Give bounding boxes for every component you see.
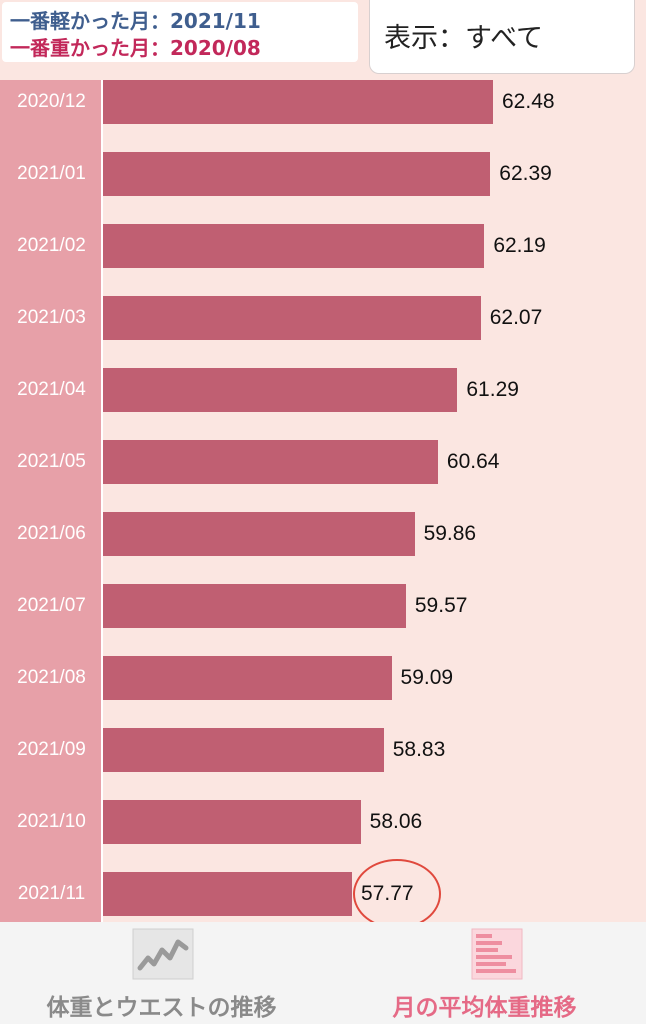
header: 一番軽かった月：2021/11 一番重かった月：2020/08 表示：すべて (0, 0, 646, 80)
chart-row: 2021/11 57.77 (0, 872, 646, 916)
tab-monthly-average[interactable]: 月の平均体重推移 (323, 922, 646, 1024)
weight-bar (103, 512, 415, 556)
summary-box: 一番軽かった月：2021/11 一番重かった月：2020/08 (2, 2, 358, 62)
month-label: 2021/04 (17, 379, 86, 400)
chart-row: 2021/04 61.29 (0, 368, 646, 412)
month-label: 2021/10 (17, 811, 86, 832)
bar-chart-icon (471, 928, 523, 980)
bar-value-label: 62.07 (489, 306, 543, 329)
month-label: 2021/03 (17, 307, 86, 328)
weight-bar (103, 224, 485, 268)
chart-row: 2021/02 62.19 (0, 224, 646, 268)
month-label: 2021/09 (17, 739, 86, 760)
bar-value-label: 59.86 (423, 522, 477, 545)
bar-value-label: 59.09 (400, 666, 454, 689)
chart-row: 2021/10 58.06 (0, 800, 646, 844)
tab-bar: 体重とウエストの推移 月の平均体重推移 (0, 922, 646, 1024)
bar-value-label: 60.64 (446, 450, 500, 473)
tab-weight-waist-trend[interactable]: 体重とウエストの推移 (0, 922, 323, 1024)
heaviest-month-text: 一番重かった月：2020/08 (10, 36, 261, 60)
weight-bar (103, 800, 361, 844)
month-label: 2021/11 (17, 883, 86, 904)
month-label: 2021/02 (17, 235, 86, 256)
lightest-month-text: 一番軽かった月：2021/11 (10, 9, 261, 33)
chart-row: 2021/05 60.64 (0, 440, 646, 484)
axis-line (101, 80, 103, 922)
weight-bar (103, 296, 481, 340)
weight-bar (103, 440, 438, 484)
highlight-circle (353, 859, 441, 929)
weight-bar (103, 368, 458, 412)
month-label: 2020/12 (17, 91, 86, 112)
bar-value-label: 58.06 (369, 810, 423, 833)
weight-bar (103, 152, 491, 196)
chart-row: 2021/07 59.57 (0, 584, 646, 628)
tab-label-monthly-average: 月の平均体重推移 (392, 995, 577, 1021)
chart-row: 2020/12 62.48 (0, 80, 646, 124)
weight-bar (103, 584, 406, 628)
weight-bar (103, 872, 352, 916)
line-chart-icon (132, 928, 194, 980)
bar-value-label: 62.39 (499, 162, 552, 185)
weight-bar (103, 728, 384, 772)
chart-row: 2021/03 62.07 (0, 296, 646, 340)
display-filter-button[interactable]: 表示：すべて (369, 0, 635, 74)
bar-value-label: 58.83 (392, 738, 446, 761)
month-label: 2021/05 (17, 451, 86, 472)
month-label-column (0, 80, 103, 922)
bar-value-label: 61.29 (466, 378, 519, 401)
tab-label-weight-waist: 体重とウエストの推移 (46, 995, 277, 1021)
chart-row: 2021/06 59.86 (0, 512, 646, 556)
bar-value-label: 59.57 (414, 594, 468, 617)
chart-row: 2021/08 59.09 (0, 656, 646, 700)
monthly-average-chart[interactable]: 2020/12 62.48 2021/01 62.39 2021/02 62.19 2021… (0, 80, 646, 929)
chart-row: 2021/01 62.39 (0, 152, 646, 196)
weight-bar (103, 656, 392, 700)
month-label: 2021/08 (17, 667, 86, 688)
chart-row: 2021/09 58.83 (0, 728, 646, 772)
bar-value-label: 62.19 (493, 234, 546, 257)
bar-value-label: 62.48 (502, 90, 555, 113)
weight-bar (103, 80, 493, 124)
month-label: 2021/06 (17, 523, 86, 544)
month-label: 2021/01 (17, 163, 86, 184)
month-label: 2021/07 (17, 595, 86, 616)
